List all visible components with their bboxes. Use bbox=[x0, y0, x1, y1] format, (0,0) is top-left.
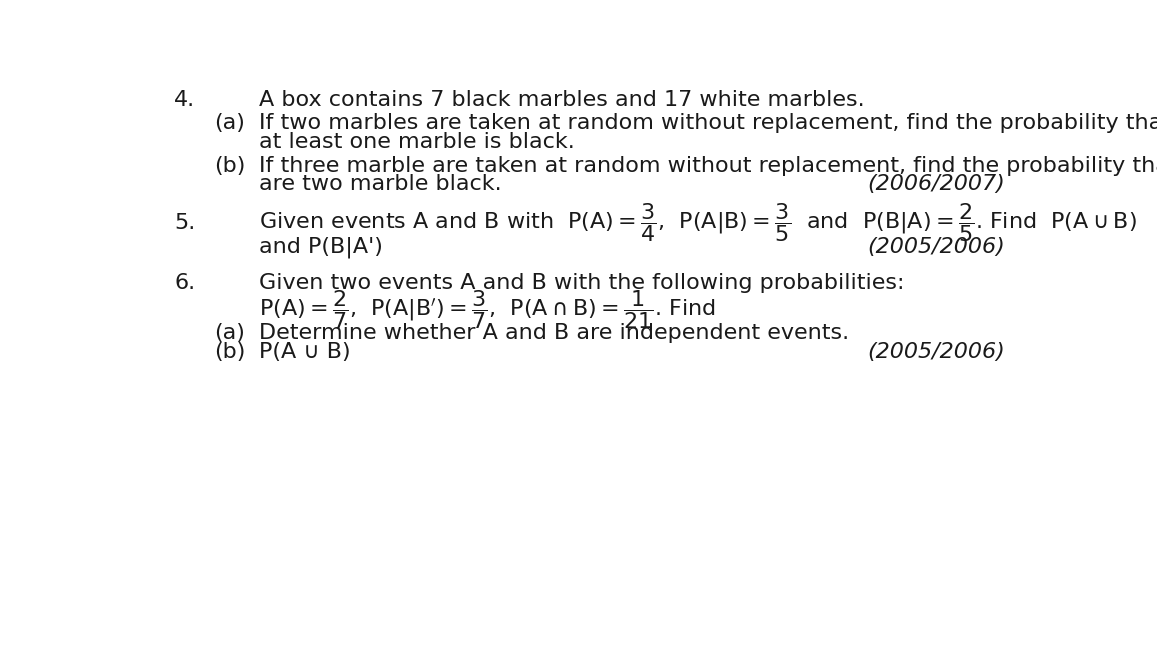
Text: (2005/2006): (2005/2006) bbox=[867, 342, 1005, 362]
Text: are two marble black.: are two marble black. bbox=[259, 175, 502, 194]
Text: (2005/2006): (2005/2006) bbox=[867, 237, 1005, 256]
Text: (b): (b) bbox=[214, 342, 245, 362]
Text: 5.: 5. bbox=[174, 213, 196, 233]
Text: 6.: 6. bbox=[174, 273, 196, 293]
Text: If three marble are taken at random without replacement, find the probability th: If three marble are taken at random with… bbox=[259, 156, 1157, 176]
Text: $\mathrm{P(A)} = \dfrac{2}{7}$,  $\mathrm{P(A|B')} = \dfrac{3}{7}$,  $\mathrm{P(: $\mathrm{P(A)} = \dfrac{2}{7}$, $\mathrm… bbox=[259, 288, 716, 331]
Text: 4.: 4. bbox=[174, 90, 196, 110]
Text: Given events A and B with  $\mathrm{P(A)} = \dfrac{3}{4}$,  $\mathrm{P(A|B)} = \: Given events A and B with $\mathrm{P(A)}… bbox=[259, 201, 1137, 244]
Text: A box contains 7 black marbles and 17 white marbles.: A box contains 7 black marbles and 17 wh… bbox=[259, 90, 865, 110]
Text: (b): (b) bbox=[214, 156, 245, 176]
Text: P(A ∪ B): P(A ∪ B) bbox=[259, 342, 351, 362]
Text: (a): (a) bbox=[214, 323, 245, 343]
Text: and P(B|A'): and P(B|A') bbox=[259, 237, 383, 258]
Text: If two marbles are taken at random without replacement, find the probability tha: If two marbles are taken at random witho… bbox=[259, 114, 1157, 134]
Text: Given two events A and B with the following probabilities:: Given two events A and B with the follow… bbox=[259, 273, 905, 293]
Text: (a): (a) bbox=[214, 114, 245, 134]
Text: (2006/2007): (2006/2007) bbox=[867, 175, 1005, 194]
Text: at least one marble is black.: at least one marble is black. bbox=[259, 132, 575, 152]
Text: Determine whether A and B are independent events.: Determine whether A and B are independen… bbox=[259, 323, 849, 343]
